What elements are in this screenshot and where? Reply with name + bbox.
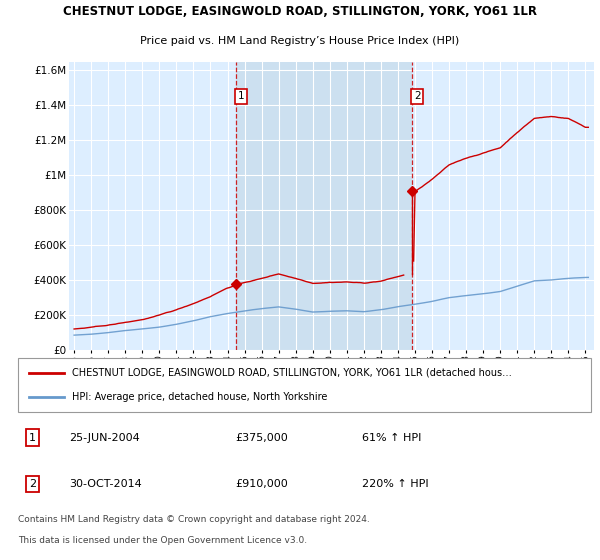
Text: 25-JUN-2004: 25-JUN-2004 xyxy=(70,432,140,442)
Text: £375,000: £375,000 xyxy=(236,432,289,442)
Text: CHESTNUT LODGE, EASINGWOLD ROAD, STILLINGTON, YORK, YO61 1LR (detached hous…: CHESTNUT LODGE, EASINGWOLD ROAD, STILLIN… xyxy=(73,368,512,378)
Text: 2: 2 xyxy=(29,479,36,489)
Text: 220% ↑ HPI: 220% ↑ HPI xyxy=(362,479,428,489)
Text: CHESTNUT LODGE, EASINGWOLD ROAD, STILLINGTON, YORK, YO61 1LR: CHESTNUT LODGE, EASINGWOLD ROAD, STILLIN… xyxy=(63,4,537,18)
Text: This data is licensed under the Open Government Licence v3.0.: This data is licensed under the Open Gov… xyxy=(18,536,307,545)
Text: Contains HM Land Registry data © Crown copyright and database right 2024.: Contains HM Land Registry data © Crown c… xyxy=(18,515,370,524)
Text: 1: 1 xyxy=(238,91,244,101)
Bar xyxy=(236,62,412,350)
Text: 2: 2 xyxy=(414,91,421,101)
Text: HPI: Average price, detached house, North Yorkshire: HPI: Average price, detached house, Nort… xyxy=(73,392,328,402)
Text: Price paid vs. HM Land Registry’s House Price Index (HPI): Price paid vs. HM Land Registry’s House … xyxy=(140,36,460,46)
Text: £910,000: £910,000 xyxy=(236,479,289,489)
Text: 61% ↑ HPI: 61% ↑ HPI xyxy=(362,432,421,442)
Text: 1: 1 xyxy=(29,432,36,442)
Text: 30-OCT-2014: 30-OCT-2014 xyxy=(70,479,142,489)
